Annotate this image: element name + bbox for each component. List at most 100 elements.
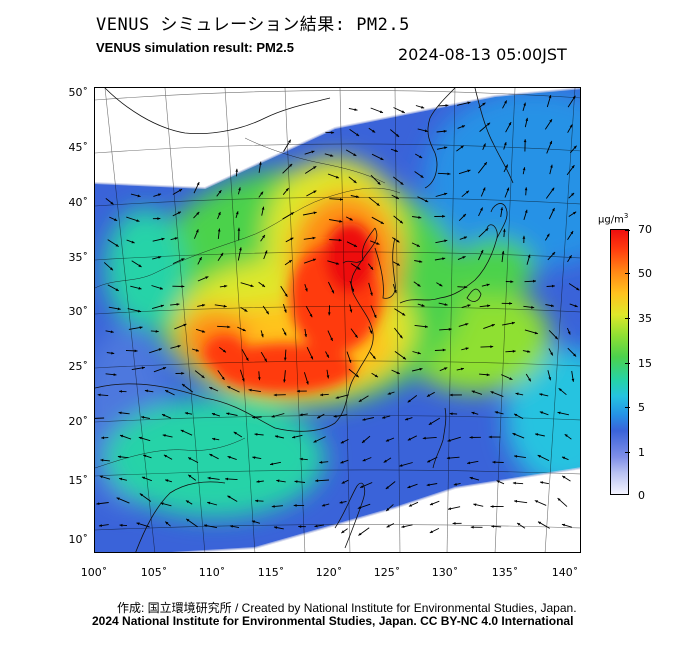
wind-arrow-head [525, 117, 529, 121]
lat-label-30: 30˚ [68, 305, 89, 318]
wind-arrow-head [372, 129, 376, 133]
wind-arrow-head [467, 169, 471, 173]
wind-arrow-head [509, 377, 513, 380]
wind-arrow-head [262, 235, 265, 239]
wind-arrow-head [205, 276, 209, 279]
colorbar-tick-5 [625, 407, 630, 408]
wind-arrow-head [569, 124, 573, 128]
lat-label-50: 50˚ [68, 86, 89, 99]
wind-arrow-head [276, 479, 280, 483]
wind-arrow-head [568, 255, 572, 259]
wind-arrow-head [224, 284, 228, 288]
wind-arrow-head [221, 376, 225, 380]
wind-arrow-head [242, 328, 246, 331]
lat-label-40: 40˚ [68, 196, 89, 209]
wind-arrow-head [261, 284, 265, 287]
wind-arrow-head [396, 262, 400, 266]
wind-arrow-head [115, 288, 119, 291]
wind-arrow-head [362, 458, 366, 462]
wind-arrow-head [573, 211, 577, 215]
wind-arrow-head [273, 393, 277, 397]
wind-arrow-head [439, 283, 443, 287]
wind-arrow-head [467, 101, 471, 105]
wind-arrow-head [426, 483, 430, 487]
wind-arrow-head [314, 524, 318, 528]
wind-arrow-head [473, 503, 477, 507]
wind-arrow-head [115, 243, 119, 247]
wind-arrow-head [512, 349, 516, 353]
wind-arrow-head [209, 454, 213, 457]
wind-arrow-head [137, 309, 142, 313]
wind-arrow-head [385, 438, 390, 442]
wind-arrow-head [304, 334, 308, 338]
lat-label-35: 35˚ [68, 251, 89, 264]
wind-arrow-head [220, 252, 224, 256]
wind-arrow-head [496, 480, 500, 483]
credit-line-1: 作成: 国立環境研究所 / Created by National Instit… [117, 601, 577, 615]
wind-arrow-head [564, 434, 568, 437]
wind-arrow-head [338, 238, 342, 242]
wind-arrow-head [101, 436, 105, 440]
map-canvas [95, 88, 580, 552]
wind-arrow-head [134, 349, 138, 353]
wind-arrow-head [424, 325, 428, 328]
wind-arrow-head [386, 524, 390, 528]
wind-arrow-head [353, 153, 357, 156]
wind-arrow-head [158, 348, 162, 351]
wind-arrow-head [159, 286, 163, 290]
wind-arrow-head [402, 356, 406, 360]
wind-arrow-head [420, 174, 424, 178]
lat-label-25: 25˚ [68, 360, 89, 373]
colorbar-unit-text: μg/m [598, 214, 624, 226]
wind-arrow-head [401, 110, 405, 113]
wind-arrow-head [549, 119, 552, 123]
wind-arrow-head [400, 181, 404, 185]
wind-arrow-head [165, 521, 169, 525]
wind-arrow-head [336, 262, 340, 265]
wind-arrow-head [470, 525, 474, 529]
wind-arrow-head [533, 279, 536, 283]
wind-arrow-head [223, 304, 227, 308]
lon-label-105: 105˚ [140, 566, 168, 579]
wind-arrow-head [144, 389, 148, 393]
wind-arrow-head [313, 166, 317, 169]
wind-arrow-head [376, 202, 380, 206]
wind-arrow-head [162, 414, 166, 417]
wind-arrow-head [341, 481, 345, 484]
lat-label-20: 20˚ [68, 415, 89, 428]
wind-arrow-head [548, 95, 552, 99]
wind-arrow-head [119, 523, 123, 527]
wind-arrow-head [335, 175, 339, 179]
wind-arrow-head [218, 190, 222, 194]
wind-arrow-head [490, 505, 494, 508]
wind-arrow-head [339, 219, 343, 223]
wind-arrow-head [488, 435, 492, 439]
wind-arrow-head [524, 209, 528, 213]
wind-arrow-head [487, 122, 491, 126]
wind-arrow-head [419, 367, 423, 371]
wind-arrow-head [201, 375, 205, 378]
wind-arrow-head [486, 283, 490, 287]
wind-arrow-head [113, 373, 117, 376]
wind-arrow-head [399, 335, 403, 339]
lat-label-15: 15˚ [68, 474, 89, 487]
wind-arrow-head [227, 386, 231, 389]
wind-arrow-head [162, 367, 167, 370]
wind-arrow-head [227, 325, 231, 329]
wind-arrow-head [296, 389, 300, 393]
borders [95, 137, 401, 469]
wind-arrow-head [260, 334, 264, 338]
wind-arrow-head [136, 219, 140, 222]
colorbar-tick-35 [625, 318, 630, 319]
wind-arrow-head [524, 187, 528, 191]
wind-arrow-head [119, 477, 123, 481]
lat-label-10: 10˚ [68, 533, 89, 546]
wind-arrow-head [110, 330, 114, 334]
wind-vectors [95, 94, 580, 536]
wind-arrow-head [482, 102, 486, 106]
wind-arrow-head [357, 266, 361, 270]
wind-arrow-head [552, 252, 556, 256]
wind-arrow-head [229, 525, 233, 528]
wind-arrow-head [467, 304, 471, 307]
colorbar-label-1: 1 [638, 446, 645, 459]
